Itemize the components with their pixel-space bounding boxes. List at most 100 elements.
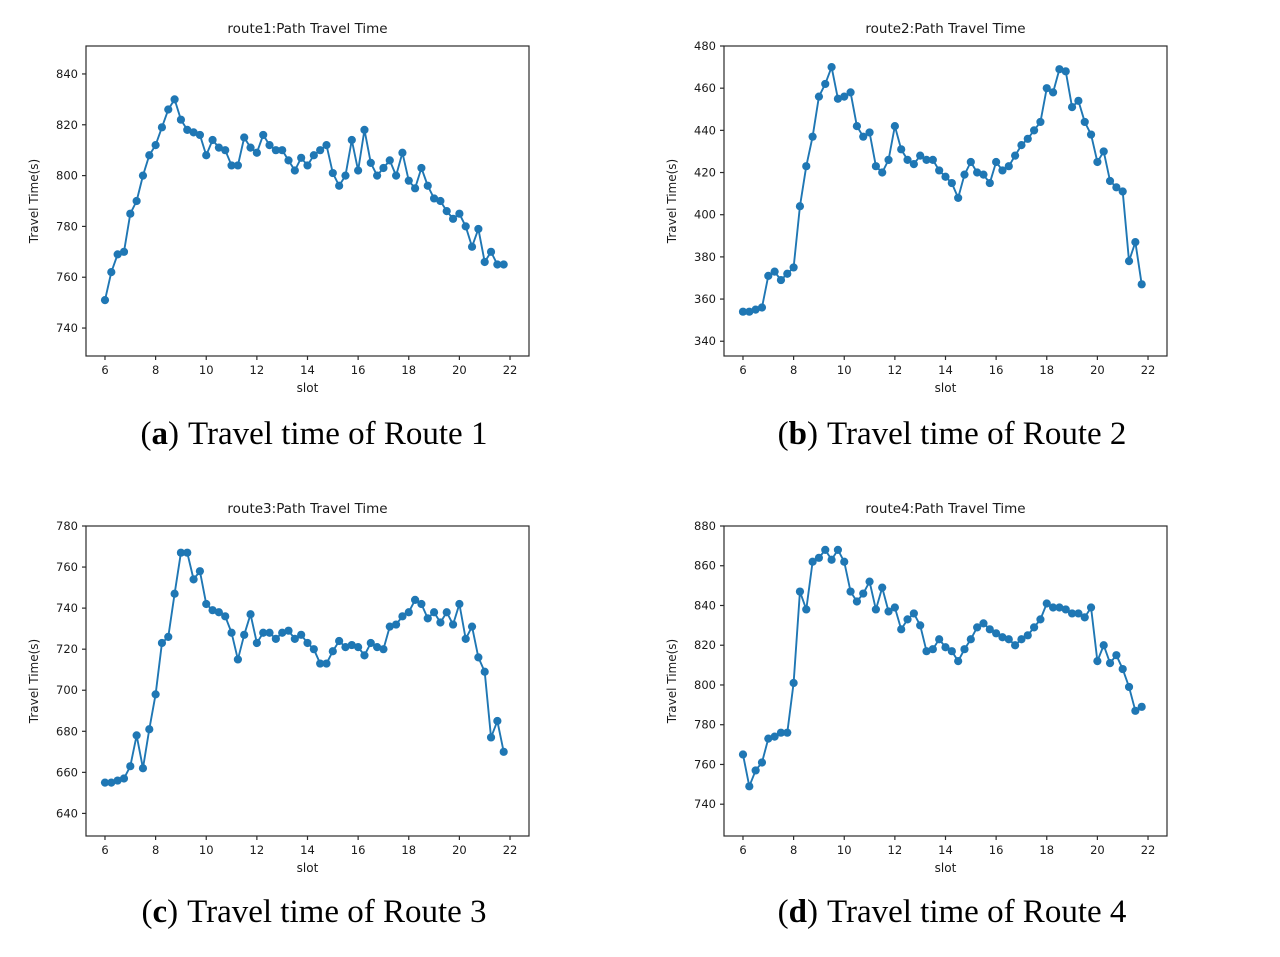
- data-point: [461, 634, 470, 644]
- data-point: [170, 95, 179, 104]
- x-tick-label: 8: [152, 363, 159, 377]
- data-point: [474, 224, 483, 234]
- caption-c: (c) Travel time of Route 3: [10, 894, 618, 946]
- data-point: [303, 161, 312, 170]
- data-point: [865, 577, 874, 586]
- plot-area: [85, 45, 530, 357]
- data-point: [183, 125, 192, 134]
- data-point: [398, 148, 407, 157]
- y-tick-label: 740: [694, 797, 716, 811]
- data-point: [493, 716, 502, 726]
- data-point: [417, 599, 426, 609]
- x-tick-label: 20: [452, 363, 467, 377]
- data-point: [916, 621, 925, 630]
- data-point: [903, 155, 912, 164]
- data-point: [455, 209, 464, 218]
- data-point: [954, 657, 963, 666]
- y-tick-label: 420: [694, 166, 716, 180]
- data-point: [789, 678, 798, 688]
- data-point: [941, 172, 950, 181]
- data-point: [840, 557, 849, 566]
- chart-route2-figure: route2:Path Travel Time 6 8 10 12 14 16 18 20 22 3…: [652, 6, 1252, 398]
- data-point: [240, 133, 249, 142]
- data-point: [808, 132, 817, 141]
- x-tick-label: 10: [199, 843, 214, 857]
- y-tick-label: 760: [56, 560, 78, 574]
- data-point: [1105, 659, 1115, 668]
- data-point: [1055, 65, 1064, 74]
- data-point: [928, 155, 937, 164]
- plot-area: [723, 525, 1168, 837]
- data-point: [176, 548, 186, 557]
- data-point: [1042, 84, 1051, 93]
- y-tick-label: 800: [694, 678, 716, 692]
- data-point: [499, 747, 508, 756]
- data-point: [922, 647, 931, 656]
- chart-route2-plot: route2:Path Travel Time 6 8 10 12 14 16 18 20 22 3…: [665, 21, 1168, 395]
- data-point: [1074, 96, 1083, 105]
- data-point: [947, 647, 956, 656]
- data-point: [335, 636, 344, 646]
- x-tick-label: 16: [989, 363, 1004, 377]
- data-point: [833, 94, 843, 103]
- data-point: [202, 151, 211, 160]
- data-point: [252, 638, 261, 648]
- data-point: [366, 638, 375, 648]
- data-point: [461, 222, 470, 231]
- caption-d: (d) Travel time of Route 4: [648, 894, 1256, 946]
- data-point: [922, 155, 931, 164]
- data-point: [776, 275, 786, 285]
- data-point: [221, 146, 230, 155]
- chart-title: route4:Path Travel Time: [865, 501, 1025, 517]
- data-point: [436, 196, 445, 206]
- y-tick-label: 740: [56, 321, 78, 335]
- data-point: [890, 122, 899, 131]
- data-point: [385, 156, 394, 165]
- data-point: [100, 296, 110, 305]
- data-point: [814, 553, 824, 562]
- data-point: [871, 605, 880, 614]
- data-point: [884, 607, 893, 616]
- y-tick-label: 340: [694, 334, 716, 348]
- data-line: [104, 551, 505, 784]
- data-point: [297, 153, 306, 162]
- data-point: [157, 638, 167, 648]
- data-point: [973, 623, 982, 632]
- y-tick-label: 740: [56, 601, 78, 615]
- data-point: [783, 269, 792, 278]
- x-tick-label: 20: [1090, 843, 1105, 857]
- data-point: [227, 161, 236, 170]
- data-point: [360, 651, 369, 660]
- y-tick-label: 840: [56, 67, 78, 81]
- data-point: [1067, 103, 1077, 112]
- data-point: [373, 171, 382, 180]
- y-tick-label: 880: [694, 519, 716, 533]
- data-point: [751, 766, 760, 775]
- data-point: [373, 643, 382, 652]
- caption-a-text: Travel time of Route 1: [188, 416, 488, 452]
- x-axis-label: slot: [935, 381, 957, 395]
- data-point: [764, 271, 773, 280]
- data-point: [360, 125, 369, 134]
- data-point: [379, 645, 388, 654]
- x-tick-label: 16: [989, 843, 1004, 857]
- data-point: [246, 143, 255, 152]
- data-point: [909, 160, 918, 169]
- x-axis-label: slot: [297, 381, 319, 395]
- chart-title: route2:Path Travel Time: [865, 21, 1025, 37]
- chart-route1-plot: route1:Path Travel Time 6 8 10 12 14 16 18 20 22 7…: [27, 21, 530, 395]
- x-tick-label: 12: [888, 363, 903, 377]
- data-point: [335, 181, 344, 190]
- data-point: [992, 157, 1001, 167]
- data-point: [290, 166, 299, 175]
- data-point: [960, 645, 969, 654]
- plot-area: [723, 45, 1168, 357]
- caption-b-label: (b): [777, 416, 818, 452]
- data-point: [859, 589, 868, 598]
- data-point: [195, 130, 205, 140]
- data-point: [113, 776, 122, 785]
- data-point: [897, 625, 906, 634]
- data-point: [802, 605, 811, 614]
- data-point: [303, 638, 312, 648]
- data-point: [1086, 130, 1096, 139]
